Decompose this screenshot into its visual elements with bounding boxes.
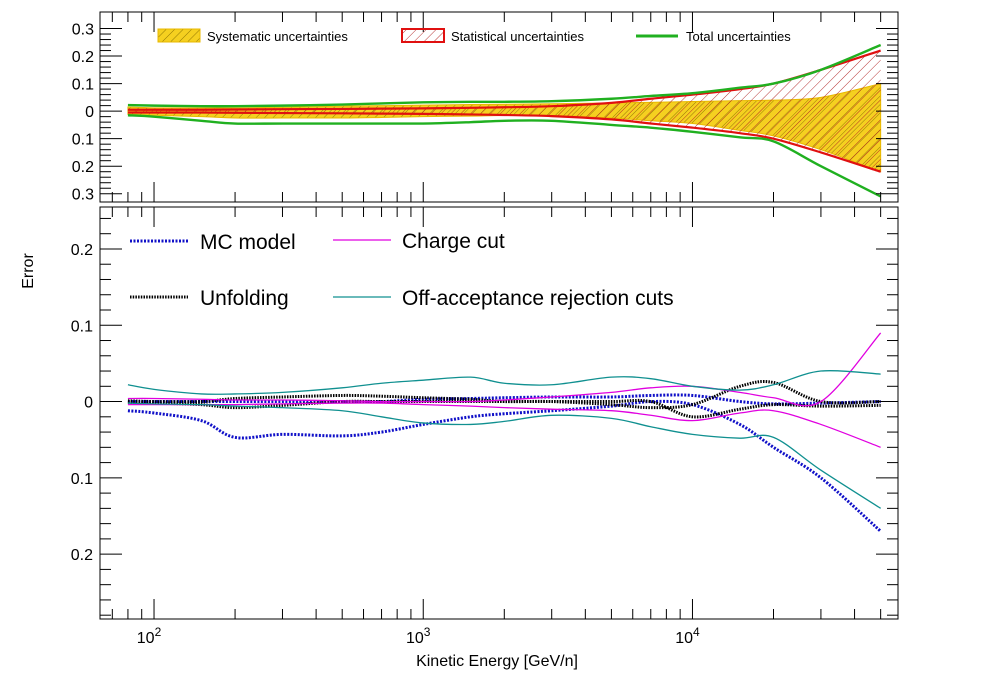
legend-label-off-acceptance: Off-acceptance rejection cuts: [402, 287, 674, 310]
off-acceptance-upper-line: [127, 369, 881, 395]
legend-label-systematic: Systematic uncertainties: [207, 29, 348, 44]
x-tick-label-exponent: 4: [693, 625, 700, 639]
total-lower-line: [127, 114, 882, 198]
charge-cut-lower-line: [127, 402, 881, 448]
bottom-y-ticks: 0.2 0.1 0 0.1 0.2: [71, 217, 898, 616]
top-y-tick-label: 0.2: [72, 159, 94, 176]
statistical-band: [127, 50, 881, 172]
bottom-lines: [127, 332, 882, 533]
x-tick-label: 104: [675, 625, 700, 647]
x-tick-label: 103: [406, 625, 431, 647]
bottom-legend: MC model Charge cut Unfolding Off-accept…: [130, 230, 674, 310]
bottom-y-tick-label: 0.1: [71, 471, 93, 488]
legend-label-mc-model: MC model: [200, 231, 296, 254]
top-y-tick-label: 0: [85, 104, 94, 121]
total-upper-line: [127, 43, 882, 108]
bottom-x-ticks: 102 103 104: [111, 207, 882, 647]
top-panel: 0.3 0.2 0.1 0 0.1 0.2 0.3 Systematic uncertain…: [72, 11, 899, 204]
top-y-tick-label: 0.3: [72, 22, 94, 39]
legend-label-statistical: Statistical uncertainties: [451, 29, 584, 44]
x-tick-label-exponent: 3: [424, 625, 431, 639]
x-tick-label-base: 10: [406, 630, 424, 647]
top-bands: [127, 43, 882, 198]
top-y-tick-label: 0.3: [72, 187, 94, 204]
bottom-y-tick-label: 0.1: [71, 318, 93, 335]
legend-label-total: Total uncertainties: [686, 29, 791, 44]
bottom-panel: 0.20.100.10.2 102 103 104 MC model Charge …: [20, 206, 899, 670]
top-legend: Systematic uncertainties Statistical unc…: [157, 28, 791, 44]
x-tick-label-base: 10: [675, 630, 693, 647]
top-y-tick-label: 0.1: [72, 132, 94, 149]
y-axis-title: Error: [20, 253, 37, 289]
top-y-tick-label: 0.2: [72, 49, 94, 66]
bottom-y-tick-label: 0.2: [71, 547, 93, 564]
legend-label-unfolding: Unfolding: [200, 287, 289, 310]
x-axis-title: Kinetic Energy [GeV/n]: [416, 653, 578, 670]
mc-model-lower-line: [127, 399, 882, 533]
top-y-ticks: 0.3 0.2 0.1 0 0.1 0.2 0.3: [72, 22, 898, 204]
top-y-tick-label: 0.1: [72, 77, 94, 94]
bottom-plot-frame: [99, 206, 899, 620]
legend-swatch-systematic: [157, 28, 201, 43]
top-plot-frame: [99, 11, 899, 203]
x-tick-label-base: 10: [137, 630, 155, 647]
legend-label-charge-cut: Charge cut: [402, 230, 505, 253]
bottom-y-tick-label: 0.2: [71, 242, 93, 259]
x-tick-label-exponent: 2: [155, 625, 162, 639]
legend-swatch-statistical: [401, 28, 445, 43]
statistical-upper-line: [127, 49, 881, 111]
off-acceptance-lower-line: [127, 402, 881, 509]
top-x-ticks: [111, 12, 882, 202]
bottom-y-tick-label: 0: [84, 395, 93, 412]
x-tick-label: 102: [137, 625, 162, 647]
statistical-lower-line: [127, 111, 881, 173]
charge-cut-upper-line: [127, 332, 882, 407]
